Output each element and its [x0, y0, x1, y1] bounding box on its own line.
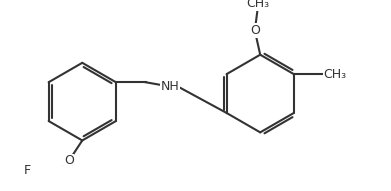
- Text: O: O: [250, 24, 260, 37]
- Text: F: F: [24, 164, 31, 177]
- Text: CH₃: CH₃: [246, 0, 269, 10]
- Text: O: O: [64, 155, 74, 168]
- Text: NH: NH: [160, 80, 179, 93]
- Text: CH₃: CH₃: [323, 68, 346, 81]
